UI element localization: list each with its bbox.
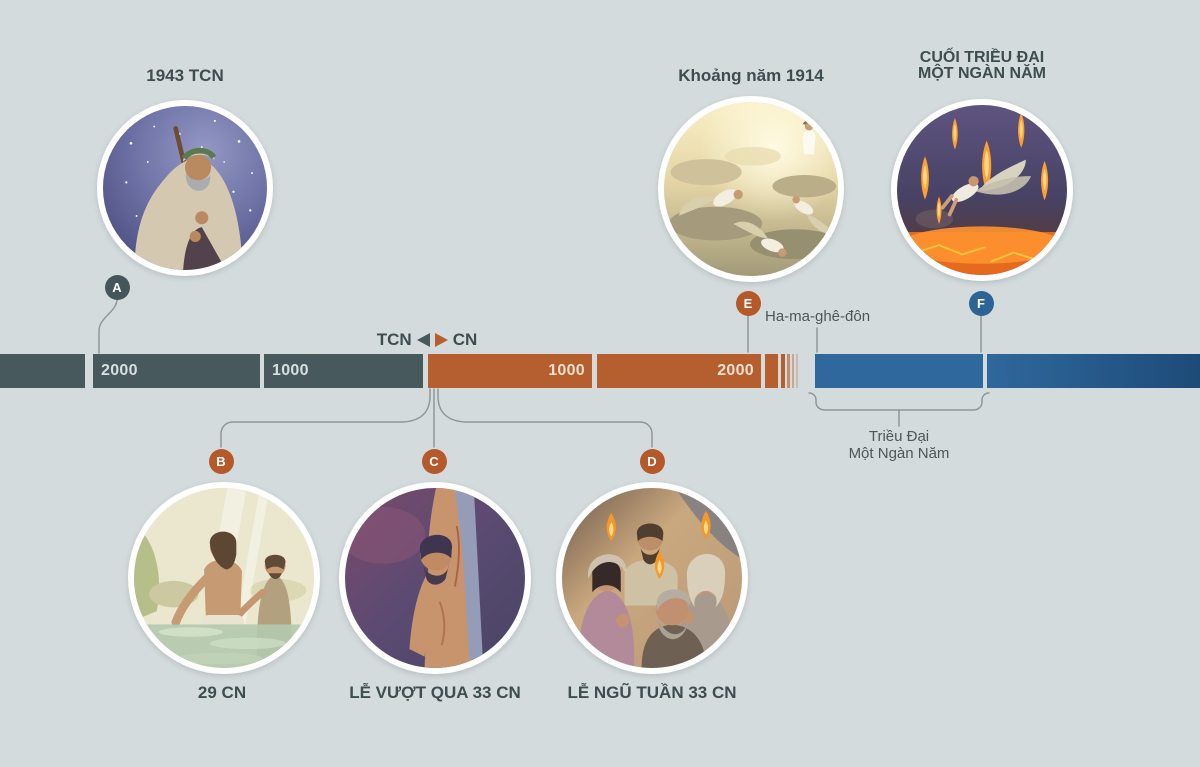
timeline-fade-stripe [781,354,785,388]
event-f-illustration [891,99,1073,281]
jesus-on-stake-figure [409,488,471,668]
event-c-illustration [339,482,531,674]
millennium-bracket [808,392,990,411]
bar-label-2000-cn: 2000 [717,362,754,379]
angels-cast-down-image [664,102,838,276]
event-f-title-line2: MỘT NGÀN NĂM [918,65,1046,82]
event-e-title: Khoảng năm 1914 [678,66,824,85]
armageddon-label: Ha-ma-ghê-đôn [765,308,871,325]
connector-b [220,388,431,448]
death-on-stake-image [345,488,525,668]
falling-angel-2 [733,221,787,257]
event-d-title: LỄ NGŨ TUẦN 33 CN [567,683,737,702]
event-f-title-line1: CUỐI TRIỀU ĐẠI [919,49,1045,66]
bar-segment-2000-tcn: 2000 [93,354,260,388]
bar-segment-earliest [0,354,85,388]
left-triangle-icon [416,333,430,347]
event-b-title: 29 CN [197,683,247,702]
bar-label-1000-tcn: 1000 [272,362,309,379]
falling-winged-angel [940,159,1032,217]
event-a-illustration [97,100,273,276]
clouds [345,506,426,564]
smoke [915,209,954,229]
connector-a [98,298,118,354]
timeline-fade-stripe [786,354,790,388]
event-b-illustration [128,482,320,674]
falling-fire-streaks [921,112,1049,224]
falling-angel-1 [679,189,743,216]
right-triangle-icon [434,333,448,347]
bar-segment-after-millennium [987,354,1200,388]
holy-spirit-flames [606,510,711,579]
abraham-starry-sky-image [103,106,267,270]
millennium-label-line1: Triều Đại [868,428,930,445]
bar-label-1000-cn: 1000 [548,362,585,379]
event-c-title: LỄ VƯỢT QUA 33 CN [349,683,521,702]
era-left-label: TCN [376,330,412,349]
marker-e: E [735,290,761,316]
abraham-figure [134,126,243,270]
marker-c: C [421,448,447,474]
timeline-fade-block [765,354,778,388]
millennium-label-line2: Một Ngàn Năm [848,445,950,462]
bar-label-2000-tcn: 2000 [101,362,138,379]
marker-d: D [639,448,665,474]
fiery-abyss-image [897,105,1067,275]
connector-d [437,388,653,448]
millennium-label: Triều Đại Một Ngàn Năm [799,428,999,462]
event-d-illustration [556,482,748,674]
bar-segment-millennium [815,354,983,388]
marker-a: A [104,274,130,300]
timeline-fade-stripe [791,354,794,388]
marker-f: F [968,290,994,316]
bar-segment-1000-cn: 1000 [428,354,592,388]
era-divider-labels: TCN CN [327,330,527,350]
baptism-image [134,488,314,668]
era-right-label: CN [452,330,478,349]
event-a-title: 1943 TCN [146,66,224,85]
timeline-fade-stripe [795,354,798,388]
event-e-illustration [658,96,844,282]
falling-angel-3 [792,195,835,234]
bar-segment-1000-tcn: 1000 [264,354,423,388]
event-f-title: CUỐI TRIỀU ĐẠI MỘT NGÀN NĂM [882,50,1082,82]
pentecost-image [562,488,742,668]
old-man-figure [641,589,706,668]
marker-b: B [208,448,234,474]
bar-segment-2000-cn: 2000 [597,354,761,388]
